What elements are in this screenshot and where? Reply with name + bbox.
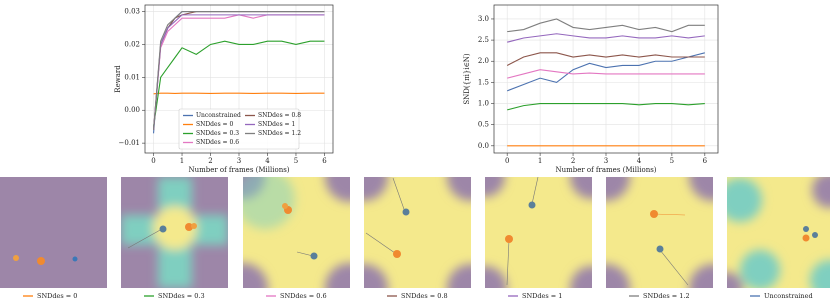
- y-tick-label: 0.00: [124, 106, 140, 114]
- series-line: [153, 40, 325, 127]
- plot-frame: [493, 4, 719, 154]
- series-line: [507, 69, 705, 79]
- panel-caption: SNDdes = 0.3: [158, 292, 205, 300]
- y-tick-label: −0.01: [119, 139, 140, 147]
- series-line: [507, 33, 705, 43]
- series-line: [507, 102, 705, 111]
- legend-label: SNDdes = 1.2: [258, 130, 301, 137]
- y-tick-label: 2.0: [478, 57, 489, 65]
- x-axis-label: Number of frames (Millions): [188, 166, 289, 174]
- panel: [727, 177, 830, 288]
- y-tick-label: 0.5: [478, 121, 489, 129]
- x-tick-label: 6: [703, 157, 708, 165]
- panel-caption: SNDdes = 1: [522, 292, 562, 300]
- panel: [121, 177, 228, 288]
- x-tick-label: 5: [294, 157, 298, 165]
- x-tick-label: 2: [208, 157, 212, 165]
- x-tick-label: 1: [180, 157, 184, 165]
- series-line: [153, 11, 325, 131]
- y-tick-label: 3.0: [478, 15, 489, 23]
- plot-frame: [144, 4, 334, 154]
- panel: [485, 177, 592, 288]
- series-line: [153, 92, 325, 95]
- series-line: [506, 52, 705, 92]
- panel: [0, 177, 107, 288]
- x-tick-label: 3: [604, 157, 608, 165]
- panel: [606, 177, 713, 288]
- x-tick-label: 6: [322, 157, 327, 165]
- panel-caption: Unconstrained: [764, 292, 813, 300]
- x-axis-label: Number of frames (Millions): [555, 166, 656, 174]
- legend-label: SNDdes = 0: [196, 121, 233, 128]
- y-tick-label: 1.0: [478, 100, 489, 108]
- y-tick-label: 2.5: [478, 36, 489, 44]
- series-line: [153, 14, 325, 131]
- panel-caption: SNDdes = 0: [37, 292, 77, 300]
- panel: [243, 177, 350, 288]
- legend-label: SNDdes = 0.6: [196, 139, 239, 146]
- legend-box: [178, 108, 300, 150]
- panel-caption: SNDdes = 0.6: [280, 292, 327, 300]
- x-tick-label: 0: [151, 157, 155, 165]
- y-tick-label: 0.03: [124, 8, 140, 16]
- x-tick-label: 0: [505, 157, 509, 165]
- panel-caption: SNDdes = 0.8: [401, 292, 448, 300]
- y-tick-label: 0.01: [124, 73, 140, 81]
- y-axis-label: Reward: [114, 65, 122, 93]
- y-tick-label: 1.5: [478, 78, 489, 86]
- y-tick-label: 0.0: [478, 142, 489, 150]
- x-tick-label: 4: [265, 157, 270, 165]
- panel: [364, 177, 471, 288]
- series-line: [507, 18, 705, 33]
- x-tick-label: 4: [637, 157, 642, 165]
- y-axis-label: SND({πi}i∈N): [463, 53, 471, 105]
- x-tick-label: 5: [670, 157, 674, 165]
- legend-label: SNDdes = 0.3: [196, 130, 239, 137]
- legend-label: SNDdes = 0.8: [258, 112, 301, 119]
- legend-label: Unconstrained: [196, 112, 241, 119]
- x-tick-label: 2: [571, 157, 575, 165]
- panel-caption: SNDdes = 1.2: [643, 292, 690, 300]
- series-line: [506, 52, 705, 66]
- y-tick-label: 0.02: [124, 40, 140, 48]
- x-tick-label: 3: [237, 157, 241, 165]
- x-tick-label: 1: [538, 157, 542, 165]
- legend-label: SNDdes = 1: [258, 121, 295, 128]
